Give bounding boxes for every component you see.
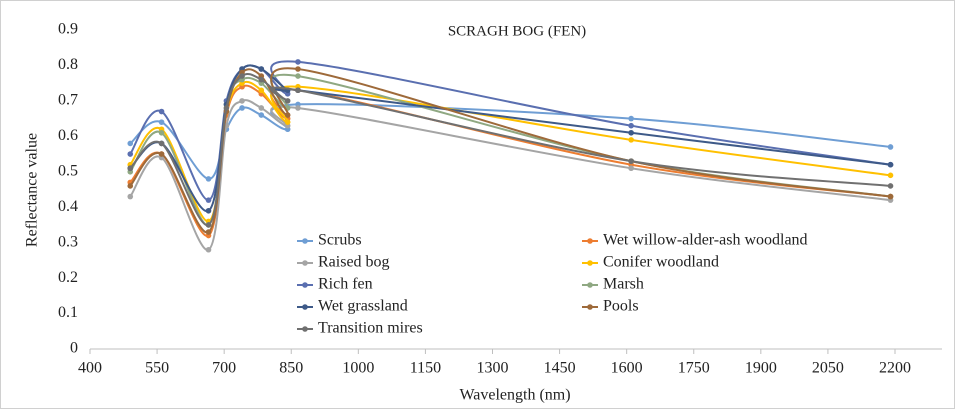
series-line	[129, 60, 891, 202]
x-tick-label: 1000	[342, 360, 374, 377]
legend-marker	[302, 238, 308, 244]
x-tick-label: 850	[279, 360, 303, 377]
series-marker	[628, 158, 634, 164]
series-marker	[295, 59, 301, 65]
y-tick-label: 0.9	[58, 21, 78, 38]
legend-label: Wet willow-alder-ash woodland	[603, 232, 808, 249]
series-marker	[258, 112, 265, 118]
legend-marker	[587, 238, 593, 244]
series-marker	[258, 66, 265, 72]
series-line	[129, 73, 891, 226]
series-marker	[239, 98, 245, 104]
legend-marker	[587, 304, 593, 310]
series-marker	[158, 140, 165, 147]
x-tick-label: 400	[78, 360, 102, 377]
series-marker	[127, 183, 134, 189]
legend-label: Marsh	[603, 276, 644, 293]
series-marker	[127, 193, 134, 200]
legend-label: Scrubs	[318, 232, 362, 249]
y-tick-label: 0	[70, 340, 78, 357]
series-marker	[628, 137, 634, 143]
series-marker	[127, 165, 134, 172]
x-tick-label: 2050	[812, 360, 844, 377]
x-tick-label: 700	[212, 360, 236, 377]
legend-label: Rich fen	[318, 276, 373, 293]
series-line	[129, 80, 891, 223]
series-marker	[295, 87, 301, 94]
series-marker	[158, 119, 165, 125]
y-tick-label: 0.6	[58, 127, 78, 144]
legend-label: Wet grassland	[318, 298, 408, 315]
series-marker	[258, 105, 265, 111]
series-marker	[887, 183, 894, 189]
series-marker	[628, 115, 634, 122]
series-marker	[158, 151, 165, 157]
series-marker	[205, 222, 212, 228]
y-tick-label: 0.3	[58, 233, 78, 250]
legend-marker	[302, 326, 308, 332]
y-tick-label: 0.7	[58, 92, 78, 109]
series-marker	[295, 105, 301, 111]
series-line	[129, 99, 891, 251]
series-marker	[223, 105, 230, 111]
series-marker	[205, 197, 212, 203]
series-marker	[887, 193, 894, 200]
series-marker	[887, 172, 894, 179]
y-axis-label: Reflectance value	[24, 133, 41, 247]
legend-label: Transition mires	[318, 320, 423, 337]
series-marker	[284, 112, 291, 118]
series-marker	[158, 108, 165, 115]
series-marker	[127, 140, 134, 147]
x-tick-label: 1300	[477, 360, 509, 377]
x-tick-label: 550	[145, 360, 169, 377]
x-tick-label: 1900	[745, 360, 777, 377]
y-tick-label: 0.8	[58, 56, 78, 73]
legend-label: Conifer woodland	[603, 254, 719, 271]
x-axis-label: Wavelength (nm)	[459, 387, 570, 404]
x-tick-label: 1450	[544, 360, 576, 377]
series-marker	[205, 176, 212, 182]
series-marker	[205, 246, 212, 253]
legend-marker	[587, 282, 593, 288]
y-tick-label: 0.5	[58, 162, 78, 179]
y-tick-label: 0.4	[58, 198, 78, 215]
x-tick-label: 1150	[410, 360, 441, 377]
series-marker	[239, 73, 245, 79]
series-marker	[628, 129, 634, 136]
series-marker	[628, 122, 634, 129]
legend-marker	[302, 260, 308, 266]
series-marker	[258, 87, 265, 94]
x-tick-label: 1750	[678, 360, 710, 377]
series-marker	[295, 66, 301, 72]
series-marker	[284, 119, 291, 125]
series-marker	[284, 98, 291, 104]
series-marker	[205, 229, 212, 235]
series-marker	[295, 73, 301, 79]
legend-marker	[587, 260, 593, 266]
series-marker	[628, 165, 634, 172]
legend-label: Raised bog	[318, 254, 390, 271]
chart-title: SCRAGH BOG (FEN)	[448, 23, 586, 39]
legend-marker	[302, 304, 308, 310]
series-marker	[887, 144, 894, 150]
x-tick-label: 1600	[611, 360, 643, 377]
y-tick-label: 0.2	[58, 269, 78, 286]
legend-marker	[302, 282, 308, 288]
series-marker	[887, 161, 894, 168]
legend-label: Pools	[603, 298, 639, 315]
series-marker	[239, 105, 245, 111]
series-marker	[127, 151, 134, 157]
y-tick-label: 0.1	[58, 304, 78, 321]
series-marker	[205, 207, 212, 214]
series-marker	[158, 129, 165, 136]
x-tick-label: 2200	[879, 360, 911, 377]
series-marker	[258, 76, 265, 83]
